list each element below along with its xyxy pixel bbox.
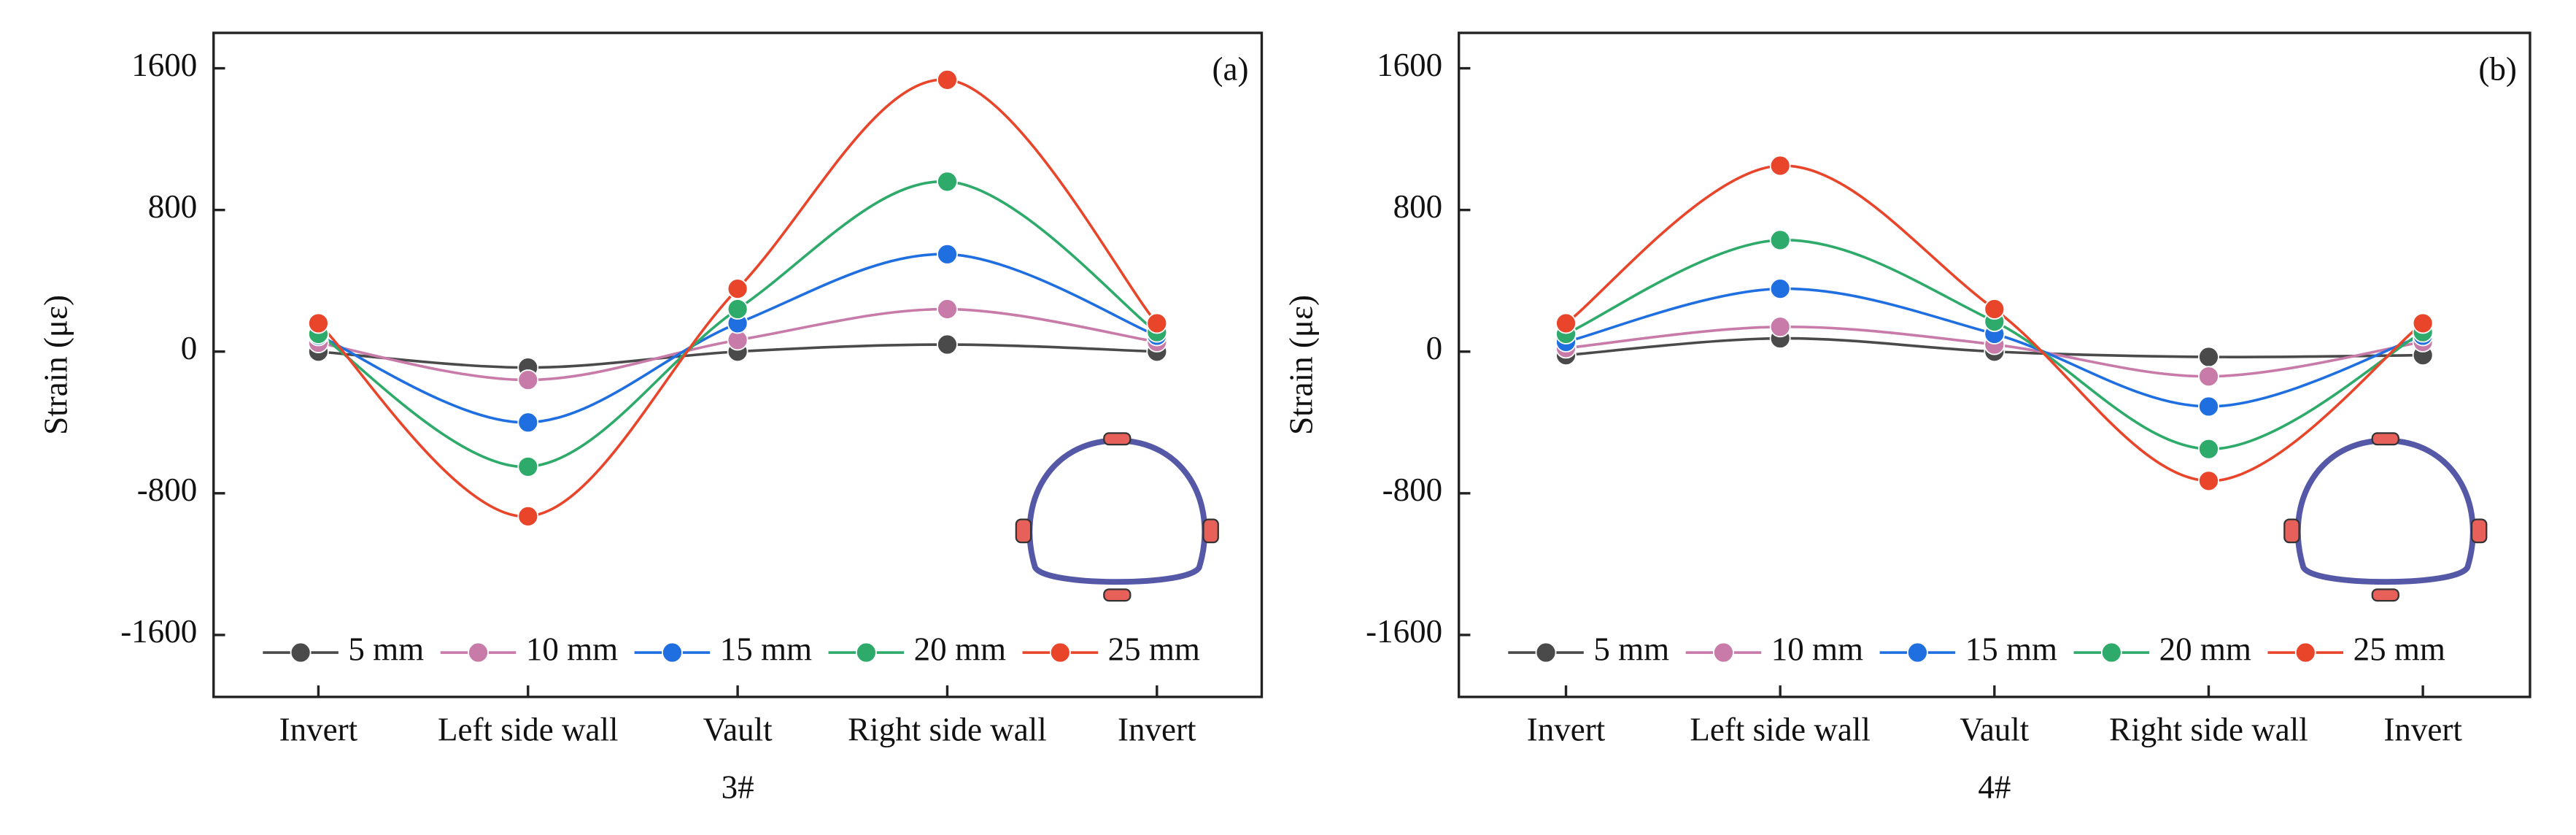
data-point (308, 312, 329, 334)
data-point (517, 456, 539, 477)
data-point (937, 299, 958, 320)
data-point (1769, 278, 1791, 300)
x-tick-label: Vault (703, 712, 773, 748)
x-tick-label: Left side wall (438, 712, 619, 748)
y-axis-title: Strain (με) (37, 295, 74, 435)
legend-marker (290, 642, 312, 663)
sensor (2470, 518, 2488, 544)
tunnel-outline (2294, 437, 2476, 585)
legend-marker (2100, 642, 2122, 663)
y-tick-label: 0 (181, 330, 198, 366)
legend-marker (1906, 642, 1928, 663)
data-point (2412, 312, 2434, 334)
legend-marker (662, 642, 683, 663)
legend-label: 5 mm (348, 631, 424, 667)
data-point (937, 334, 958, 355)
x-tick-label: Invert (1527, 712, 1606, 748)
y-tick-label: 1600 (131, 47, 197, 83)
data-point (727, 278, 749, 300)
legend-label: 15 mm (1965, 631, 2057, 667)
data-point (727, 299, 749, 320)
y-tick-label: 800 (1393, 188, 1443, 225)
x-axis-title: 3# (722, 769, 754, 806)
y-tick-label: -1600 (1366, 613, 1442, 650)
data-point (937, 171, 958, 193)
data-point (2198, 346, 2219, 368)
sensor (1202, 518, 1219, 544)
sensor (2371, 588, 2399, 602)
sensor (2283, 518, 2300, 544)
legend-marker (2294, 642, 2316, 663)
data-point (2198, 366, 2219, 388)
x-tick-label: Vault (1960, 712, 2030, 748)
x-tick-label: Invert (1118, 712, 1196, 748)
tunnel-outline (1026, 437, 1208, 585)
data-point (1769, 316, 1791, 338)
x-tick-label: Right side wall (2109, 712, 2308, 748)
legend-marker (1049, 642, 1071, 663)
data-point (517, 505, 539, 527)
data-point (1984, 299, 2006, 320)
legend-label: 5 mm (1593, 631, 1669, 667)
legend-marker (1713, 642, 1734, 663)
data-point (1769, 229, 1791, 251)
plot-frame (1458, 31, 2531, 699)
legend-marker (855, 642, 877, 663)
data-point (2198, 470, 2219, 492)
sensor (2371, 432, 2399, 446)
y-tick-label: 800 (148, 188, 198, 225)
legend-label: 20 mm (914, 631, 1006, 667)
data-point (517, 369, 539, 390)
data-point (2198, 438, 2219, 460)
legend-marker (468, 642, 489, 663)
data-point (937, 69, 958, 91)
y-tick-label: 0 (1426, 330, 1443, 366)
panel: -1600 -800 0 800 1600 Invert Left side wall Vau… (37, 31, 1264, 806)
y-tick-label: -800 (1382, 472, 1443, 508)
sensor (1103, 588, 1132, 602)
legend-label: 25 mm (1108, 631, 1200, 667)
legend-label: 15 mm (720, 631, 812, 667)
x-axis-title: 4# (1978, 769, 2011, 806)
y-axis-title: Strain (με) (1283, 295, 1319, 435)
legend-label: 10 mm (526, 631, 618, 667)
panel: -1600 -800 0 800 1600 Invert Left side wall Vau… (1283, 31, 2531, 806)
data-point (937, 243, 958, 265)
y-tick-label: 1600 (1377, 47, 1442, 83)
x-tick-label: Left side wall (1690, 712, 1871, 748)
data-point (2198, 396, 2219, 418)
y-tick-label: -1600 (120, 613, 197, 650)
legend-label: 20 mm (2159, 631, 2251, 667)
legend-marker (1535, 642, 1557, 663)
data-point (1555, 312, 1577, 334)
legend-label: 25 mm (2353, 631, 2445, 667)
legend-label: 10 mm (1771, 631, 1863, 667)
x-tick-label: Invert (279, 712, 358, 748)
y-tick-label: -800 (137, 472, 198, 508)
x-tick-label: Invert (2383, 712, 2462, 748)
data-point (1769, 155, 1791, 177)
panel-label: (b) (2478, 50, 2517, 87)
data-point (517, 412, 539, 434)
panel-label: (a) (1212, 50, 1248, 87)
data-point (1146, 312, 1168, 334)
x-tick-label: Right side wall (848, 712, 1047, 748)
sensor (1103, 432, 1132, 446)
sensor (1015, 518, 1032, 544)
